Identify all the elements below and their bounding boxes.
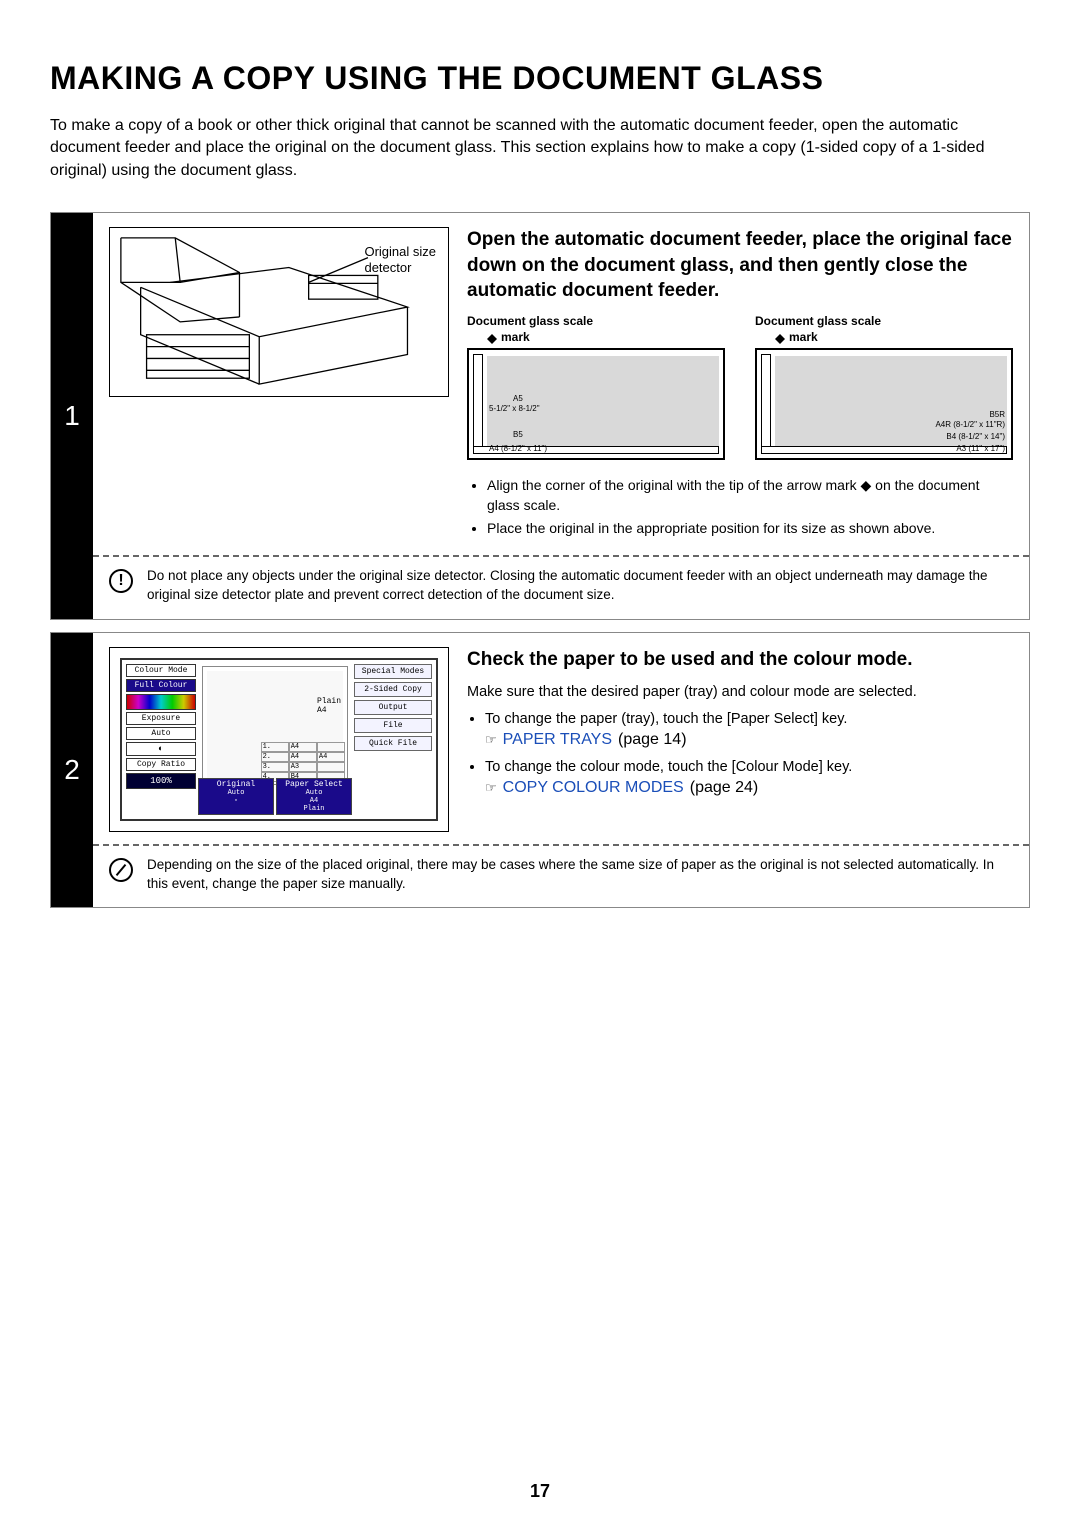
intro-paragraph: To make a copy of a book or other thick … (50, 115, 1030, 182)
scale-a-size-1: 5-1/2" x 8-1/2" (489, 404, 540, 413)
lcd-center: PlainA4 1.A4 2.A4A4 3.A3 4.B4 (202, 666, 348, 785)
lcd-file: File (354, 718, 432, 733)
scale-b-size-1: A4R (8-1/2" x 11"R) (935, 420, 1005, 429)
step-2-heading: Check the paper to be used and the colou… (467, 647, 1013, 673)
dash-divider (93, 844, 1029, 846)
warning-icon: ! (109, 569, 133, 593)
lcd-panel-illustration: Colour Mode Full Colour Exposure Auto ◐ … (109, 647, 449, 832)
crossref-icon: ☞ (485, 732, 497, 748)
document-glass-scale-a: Document glass scale mark A5 5-1/2" x 8-… (467, 314, 725, 460)
paper-trays-link[interactable]: PAPER TRAYS (503, 731, 612, 749)
step-2-bullet-2: To change the colour mode, touch the [Co… (485, 757, 1013, 777)
copy-colour-modes-link[interactable]: COPY COLOUR MODES (503, 779, 684, 797)
paper-trays-page: (page 14) (618, 731, 687, 749)
scale-b-size-2: B4 (8-1/2" x 14") (946, 432, 1005, 441)
lcd-special-modes: Special Modes (354, 664, 432, 679)
step-2-body: Make sure that the desired paper (tray) … (467, 682, 1013, 702)
mark-label-a: mark (501, 330, 530, 344)
scale-b-size-0: B5R (989, 410, 1005, 419)
mark-icon (775, 329, 785, 339)
mark-icon (487, 329, 497, 339)
copy-colour-modes-page: (page 24) (690, 779, 759, 797)
lcd-output: Output (354, 700, 432, 715)
step-2-note: Depending on the size of the placed orig… (147, 856, 1013, 894)
document-glass-scale-b: Document glass scale mark B5R A4R (8-1/2… (755, 314, 1013, 460)
step-1-warning: Do not place any objects under the origi… (147, 567, 1013, 605)
note-icon (109, 858, 133, 882)
page-title: MAKING A COPY USING THE DOCUMENT GLASS (50, 60, 1030, 97)
step-1: 1 (50, 212, 1030, 619)
crossref-icon: ☞ (485, 780, 497, 796)
lcd-full-colour: Full Colour (126, 679, 196, 692)
original-size-detector-label: Original size detector (364, 244, 436, 275)
lcd-copy-ratio: Copy Ratio (126, 758, 196, 771)
lcd-original-btn: Original Auto ▫ (198, 778, 274, 815)
copier-illustration: Original size detector (109, 227, 449, 397)
page-number: 17 (0, 1481, 1080, 1502)
lcd-quick-file: Quick File (354, 736, 432, 751)
dash-divider (93, 555, 1029, 557)
lcd-exposure: Exposure (126, 712, 196, 725)
scale-a-size-3: A4 (8-1/2" x 11") (489, 444, 547, 453)
lcd-colour-mode: Colour Mode (126, 664, 196, 677)
scale-b-size-3: A3 (11" x 17") (956, 444, 1005, 453)
step-1-bullet-1: Align the corner of the original with th… (487, 476, 1013, 515)
step-2: 2 Colour Mode Full Colour Exposure Auto … (50, 632, 1030, 909)
lcd-paper-select-btn: Paper Select Auto A4 Plain (276, 778, 352, 815)
scale-a-size-2: B5 (513, 430, 523, 439)
step-1-number: 1 (51, 213, 93, 618)
step-2-bullet-1: To change the paper (tray), touch the [P… (485, 709, 1013, 729)
lcd-2sided: 2-Sided Copy (354, 682, 432, 697)
scale-b-title: Document glass scale (755, 314, 1013, 328)
lcd-exposure-icon: ◐ (126, 742, 196, 756)
scale-a-size-0: A5 (513, 394, 523, 403)
step-2-number: 2 (51, 633, 93, 908)
mark-label-b: mark (789, 330, 818, 344)
step-1-bullet-2: Place the original in the appropriate po… (487, 519, 1013, 539)
lcd-colour-bars (126, 694, 196, 710)
scale-a-title: Document glass scale (467, 314, 725, 328)
lcd-exposure-auto: Auto (126, 727, 196, 740)
step-1-heading: Open the automatic document feeder, plac… (467, 227, 1013, 304)
